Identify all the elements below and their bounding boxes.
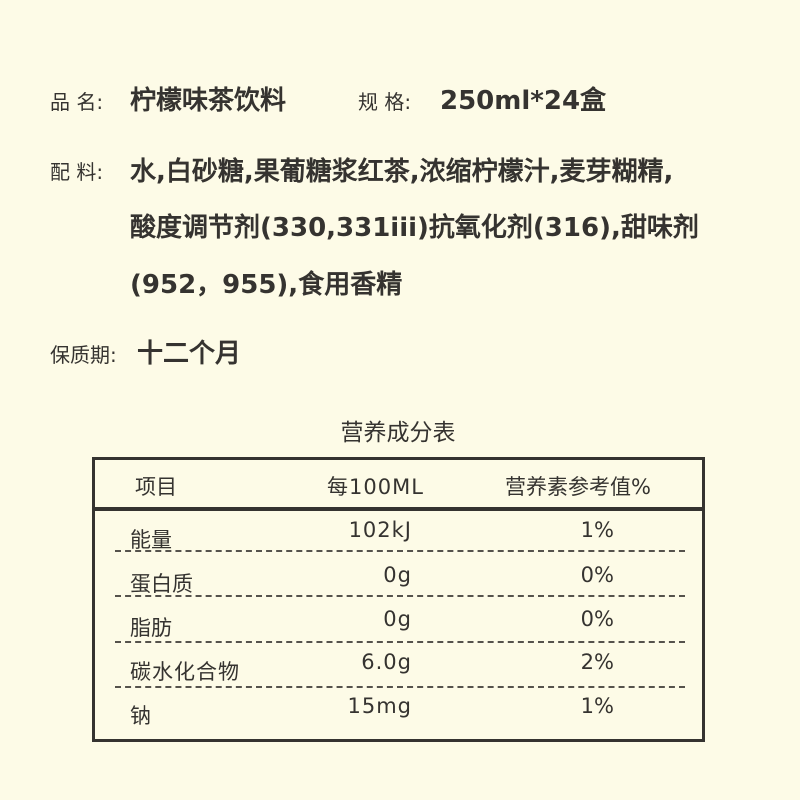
row-divider <box>115 641 685 643</box>
ingredients-line: 酸度调节剂(330,331iii)抗氧化剂(316),甜味剂 <box>130 213 699 243</box>
product-name-label: 品 名: <box>50 90 104 114</box>
spec-value: 250ml*24盒 <box>440 86 607 116</box>
ingredients-line: 水,白砂糖,果葡糖浆红茶,浓缩柠檬汁,麦芽糊精, <box>130 157 674 187</box>
row-divider <box>115 686 685 688</box>
row-divider <box>115 595 685 597</box>
shelf-life-value: 十二个月 <box>137 339 242 369</box>
row-nrv: 1% <box>580 694 614 718</box>
nutrition-title: 营养成分表 <box>340 420 456 446</box>
row-per100: 0g <box>383 607 412 631</box>
row-item: 脂肪 <box>130 616 172 640</box>
row-per100: 102kJ <box>348 518 412 542</box>
row-divider <box>115 550 685 552</box>
row-nrv: 1% <box>580 518 614 542</box>
header-divider <box>95 507 702 511</box>
row-item: 钠 <box>130 704 151 728</box>
ingredients-line: (952，955),食用香精 <box>130 270 403 300</box>
product-name-value: 柠檬味茶饮料 <box>130 86 287 116</box>
header-per100: 每100ML <box>327 475 424 499</box>
shelf-life-label: 保质期: <box>50 343 117 367</box>
row-item: 能量 <box>130 528 172 552</box>
spec-label: 规 格: <box>358 90 412 114</box>
header-nrv: 营养素参考值% <box>505 475 651 499</box>
row-per100: 6.0g <box>361 650 412 674</box>
row-item: 碳水化合物 <box>130 660 240 684</box>
row-nrv: 2% <box>580 650 614 674</box>
row-nrv: 0% <box>580 607 614 631</box>
row-item: 蛋白质 <box>130 572 193 596</box>
row-per100: 0g <box>383 563 412 587</box>
nutrition-table: 项目 每100ML 营养素参考值% 能量 102kJ 1% 蛋白质 0g 0% … <box>92 457 705 742</box>
ingredients-label: 配 料: <box>50 160 104 184</box>
row-per100: 15mg <box>347 694 412 718</box>
header-item: 项目 <box>135 475 177 499</box>
row-nrv: 0% <box>580 563 614 587</box>
